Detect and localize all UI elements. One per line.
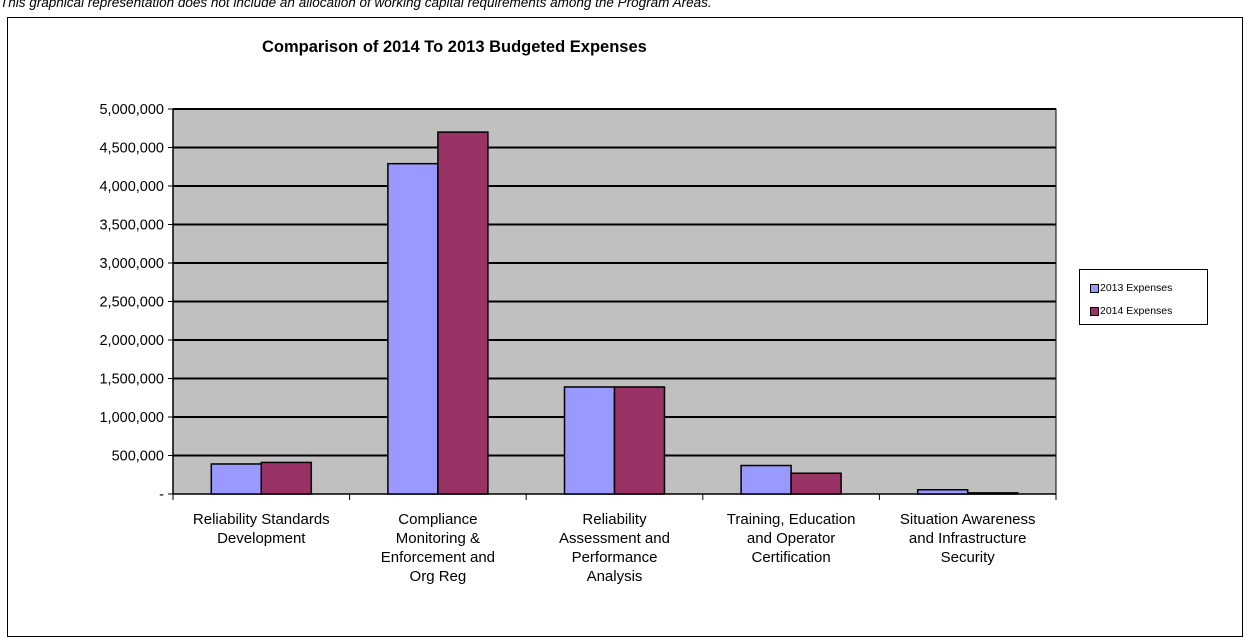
y-tick-label: - [159, 487, 164, 503]
bar-2014-expenses [790, 472, 842, 495]
x-tick-label-line: Certification [751, 549, 830, 566]
chart-legend: 2013 Expenses 2014 Expenses [1079, 269, 1208, 325]
bar-2013-expenses [563, 386, 616, 495]
y-tick-label: 4,500,000 [99, 141, 164, 157]
x-tick-label-line: Compliance [398, 511, 477, 528]
y-tick-label: 1,000,000 [99, 410, 164, 426]
bar-2013-expenses [740, 464, 792, 495]
y-tick-label: 3,500,000 [99, 218, 164, 234]
x-tick-label-line: and Operator [747, 530, 835, 547]
x-tick-label-line: Reliability [582, 511, 647, 528]
legend-label-2014: 2014 Expenses [1100, 305, 1173, 317]
x-tick-label-line: Org Reg [410, 568, 467, 585]
chart-caption: This graphical representation does not i… [0, 0, 712, 10]
x-tick-label-line: Reliability Standards [193, 511, 330, 528]
y-tick-label: 2,500,000 [99, 295, 164, 311]
y-tick-label: 5,000,000 [99, 102, 164, 118]
bar-2014-expenses [613, 386, 666, 495]
x-tick-label-line: and Infrastructure [909, 530, 1027, 547]
x-tick-label-line: Performance [572, 549, 658, 566]
x-tick-label: Situation Awareness and Infrastructure Sec… [900, 511, 1036, 566]
bar-2014-expenses [966, 492, 1019, 495]
x-tick-label-line: Enforcement and [381, 549, 495, 566]
x-tick-label: Compliance Monitoring & Enforcement and Org… [381, 511, 495, 585]
y-tick-label: 4,000,000 [99, 179, 164, 195]
y-tick-label: 500,000 [112, 449, 164, 465]
bar-2014-expenses [437, 131, 489, 495]
x-tick-label: Reliability Assessment and Performance Anal… [559, 511, 670, 585]
bar-2014-expenses [260, 461, 313, 495]
legend-swatch-2013 [1090, 283, 1099, 293]
legend-item-2014: 2014 Expenses [1090, 305, 1172, 317]
y-tick-label: 3,000,000 [99, 256, 164, 272]
x-tick-label-line: Assessment and [559, 530, 670, 547]
y-tick-label: 1,500,000 [99, 372, 164, 388]
x-tick-label-line: Analysis [587, 568, 643, 585]
x-tick-label: Training, Education and Operator Certifica… [727, 511, 856, 566]
legend-label-2013: 2013 Expenses [1100, 282, 1173, 294]
x-tick-label: Reliability Standards Development [193, 511, 330, 547]
x-tick-label-line: Training, Education [727, 511, 856, 528]
bar-2013-expenses [387, 162, 439, 495]
x-tick-label-line: Development [217, 530, 306, 547]
chart-title: Comparison of 2014 To 2013 Budgeted Expe… [262, 38, 647, 56]
legend-item-2013: 2013 Expenses [1090, 282, 1172, 294]
y-tick-label: 2,000,000 [99, 333, 164, 349]
bar-2013-expenses [916, 489, 969, 495]
x-tick-label-line: Monitoring & [396, 530, 480, 547]
bar-2013-expenses [210, 463, 263, 495]
legend-swatch-2014 [1090, 306, 1099, 316]
x-tick-label-line: Security [941, 549, 996, 566]
x-tick-label-line: Situation Awareness [900, 511, 1036, 528]
